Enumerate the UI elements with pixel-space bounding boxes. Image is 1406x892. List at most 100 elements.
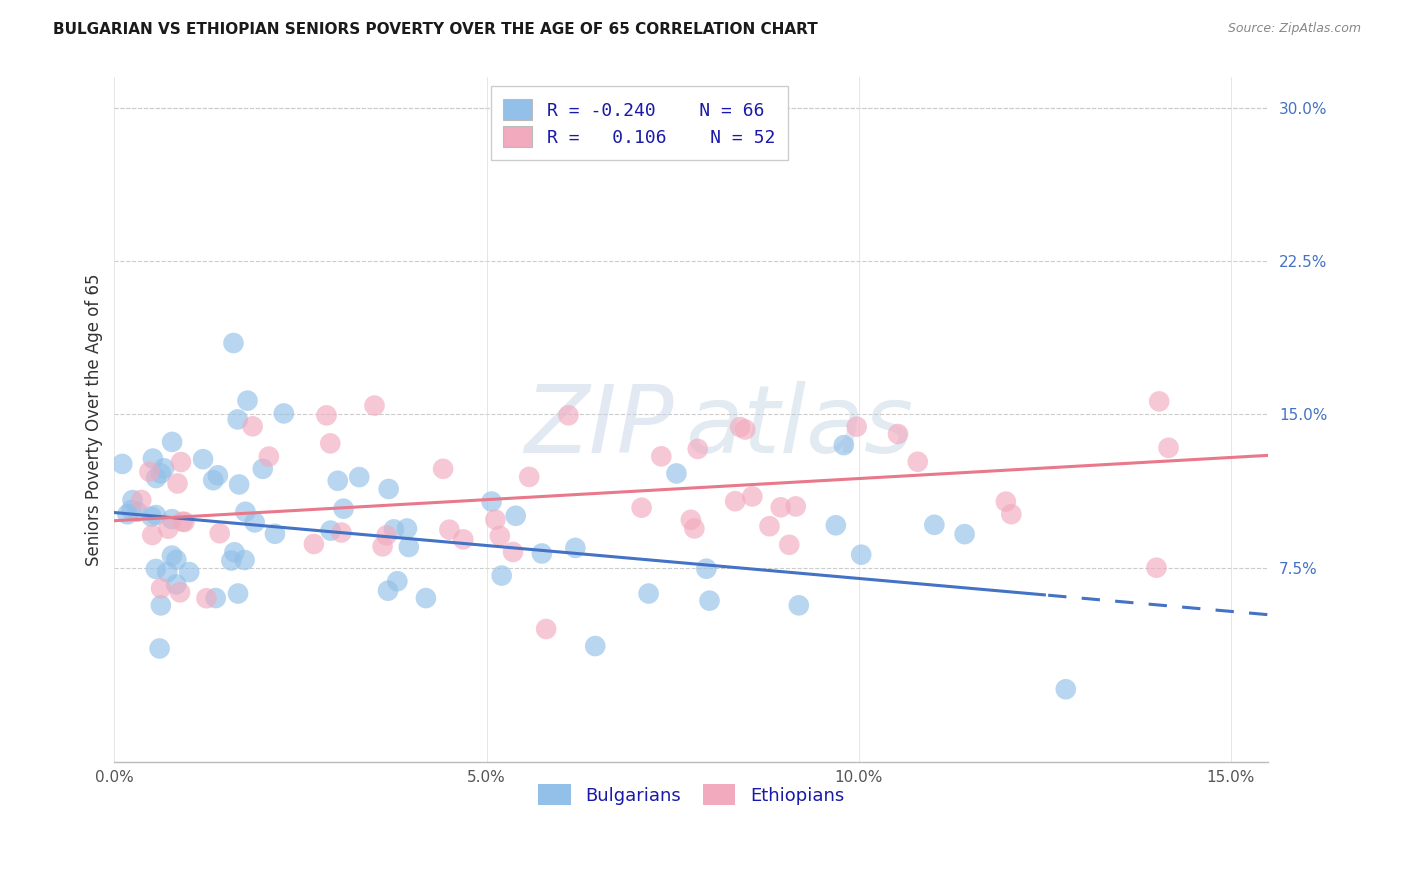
Point [319,436,342,450]
Point [121,493,143,508]
Point [887,427,910,442]
Point [165,553,187,567]
Point [851,548,873,562]
Point [235,505,257,519]
Point [665,467,688,481]
Point [208,526,231,541]
Point [145,562,167,576]
Point [145,471,167,485]
Point [120,503,142,517]
Point [845,419,868,434]
Point [371,540,394,554]
Point [679,513,702,527]
Point [699,593,721,607]
Point [273,406,295,420]
Point [488,529,510,543]
Point [375,528,398,542]
Point [534,622,557,636]
Point [564,541,586,555]
Point [191,452,214,467]
Point [141,528,163,542]
Point [832,438,855,452]
Point [686,442,709,456]
Point [160,512,183,526]
Point [953,527,976,541]
Point [650,450,672,464]
Point [785,500,807,514]
Point [319,524,342,538]
Point [257,450,280,464]
Point [769,500,792,515]
Point [724,494,747,508]
Point [228,477,250,491]
Point [142,451,165,466]
Point [583,639,606,653]
Point [728,420,751,434]
Point [637,586,659,600]
Point [170,455,193,469]
Point [661,113,683,128]
Point [439,523,461,537]
Point [741,490,763,504]
Point [787,599,810,613]
Point [347,470,370,484]
Legend: Bulgarians, Ethiopians: Bulgarians, Ethiopians [530,775,853,814]
Text: atlas: atlas [686,381,914,472]
Point [264,526,287,541]
Text: BULGARIAN VS ETHIOPIAN SENIORS POVERTY OVER THE AGE OF 65 CORRELATION CHART: BULGARIAN VS ETHIOPIAN SENIORS POVERTY O… [53,22,818,37]
Point [315,409,337,423]
Point [517,470,540,484]
Point [224,545,246,559]
Point [330,525,353,540]
Point [1000,507,1022,521]
Point [153,461,176,475]
Point [994,494,1017,508]
Point [382,522,405,536]
Point [242,419,264,434]
Point [166,476,188,491]
Point [907,455,929,469]
Point [1146,560,1168,574]
Point [226,412,249,426]
Point [924,517,946,532]
Point [117,508,139,522]
Point [398,540,420,554]
Point [734,422,756,436]
Point [824,518,846,533]
Point [145,508,167,522]
Point [502,545,524,559]
Point [138,465,160,479]
Point [195,591,218,606]
Point [1054,682,1077,697]
Text: ZIP: ZIP [524,381,673,472]
Point [111,457,134,471]
Point [695,562,717,576]
Point [377,583,399,598]
Point [179,565,201,579]
Point [169,585,191,599]
Point [432,462,454,476]
Point [630,500,652,515]
Point [363,399,385,413]
Point [207,468,229,483]
Point [415,591,437,605]
Point [172,515,194,529]
Point [387,574,409,589]
Point [481,494,503,508]
Point [326,474,349,488]
Point [129,492,152,507]
Point [557,409,579,423]
Point [243,516,266,530]
Point [165,577,187,591]
Point [150,581,173,595]
Point [156,565,179,579]
Point [302,537,325,551]
Point [778,538,800,552]
Point [530,546,553,560]
Point [505,508,527,523]
Point [160,549,183,563]
Point [226,586,249,600]
Point [149,467,172,481]
Y-axis label: Seniors Poverty Over the Age of 65: Seniors Poverty Over the Age of 65 [86,273,103,566]
Point [1147,394,1170,409]
